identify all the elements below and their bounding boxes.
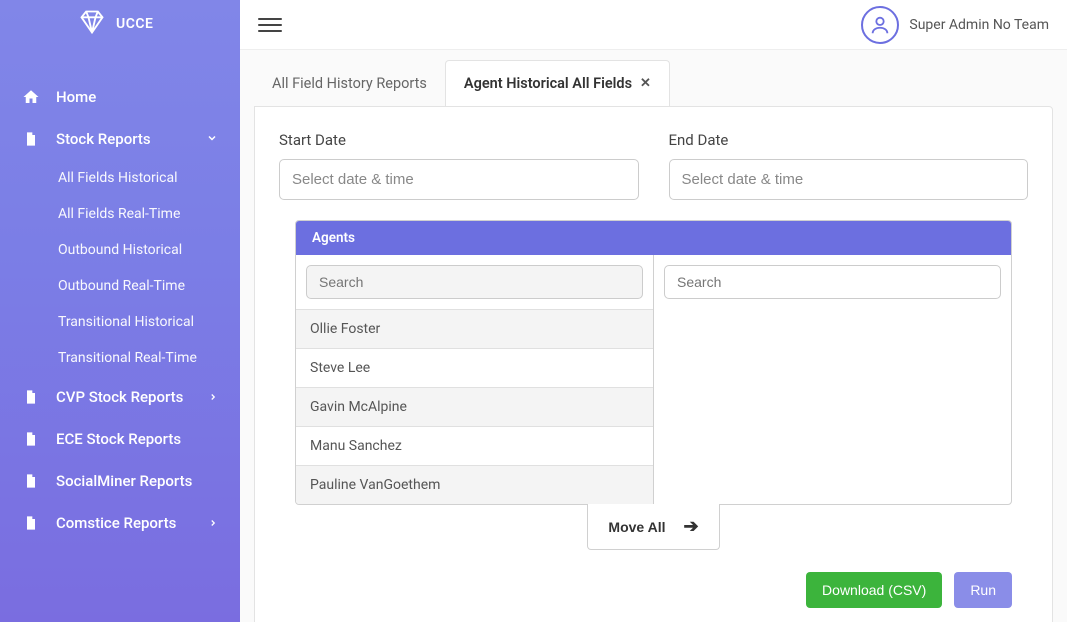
agent-row[interactable]: Manu Sanchez bbox=[296, 426, 653, 465]
sidebar-item-transitional-historical[interactable]: Transitional Historical bbox=[0, 304, 240, 340]
chevron-right-icon bbox=[208, 514, 218, 532]
content: All Field History Reports Agent Historic… bbox=[240, 50, 1067, 622]
agent-row[interactable]: Ollie Foster bbox=[296, 309, 653, 348]
topbar: Super Admin No Team bbox=[240, 0, 1067, 50]
sidebar-item-all-fields-historical[interactable]: All Fields Historical bbox=[0, 160, 240, 196]
report-panel: Start Date End Date Agents bbox=[254, 106, 1053, 622]
menu-toggle-icon[interactable] bbox=[258, 14, 282, 36]
agents-header: Agents bbox=[296, 221, 1011, 255]
nav-socialminer-reports[interactable]: SocialMiner Reports bbox=[0, 460, 240, 502]
nav-comstice-reports[interactable]: Comstice Reports bbox=[0, 502, 240, 544]
start-date-input[interactable] bbox=[279, 159, 639, 200]
file-icon bbox=[22, 472, 40, 490]
brand: UCCE bbox=[0, 0, 240, 58]
tabs: All Field History Reports Agent Historic… bbox=[254, 60, 1053, 106]
agent-row[interactable]: Gavin McAlpine bbox=[296, 387, 653, 426]
user-area[interactable]: Super Admin No Team bbox=[861, 6, 1049, 44]
file-icon bbox=[22, 430, 40, 448]
tab-label: Agent Historical All Fields bbox=[464, 75, 632, 92]
nav-home[interactable]: Home bbox=[0, 76, 240, 118]
agents-selected-search[interactable] bbox=[664, 265, 1001, 299]
brand-name: UCCE bbox=[116, 16, 153, 32]
close-icon[interactable]: ✕ bbox=[640, 76, 651, 91]
nav-cvp-reports[interactable]: CVP Stock Reports bbox=[0, 376, 240, 418]
agents-available-search[interactable] bbox=[306, 265, 643, 299]
nav-ece-label: ECE Stock Reports bbox=[56, 430, 181, 448]
diamond-icon bbox=[78, 8, 106, 40]
download-csv-button[interactable]: Download (CSV) bbox=[806, 572, 942, 608]
user-name: Super Admin No Team bbox=[909, 17, 1049, 33]
file-icon bbox=[22, 514, 40, 532]
nav-cvp-label: CVP Stock Reports bbox=[56, 388, 183, 406]
agents-available-list: Ollie Foster Steve Lee Gavin McAlpine Ma… bbox=[296, 309, 653, 504]
end-date-label: End Date bbox=[669, 131, 1029, 149]
agent-row[interactable]: Steve Lee bbox=[296, 348, 653, 387]
home-icon bbox=[22, 88, 40, 106]
file-icon bbox=[22, 388, 40, 406]
nav-home-label: Home bbox=[56, 88, 96, 106]
run-button[interactable]: Run bbox=[954, 572, 1012, 608]
agents-available: Ollie Foster Steve Lee Gavin McAlpine Ma… bbox=[296, 255, 654, 504]
nav-stock-reports[interactable]: Stock Reports bbox=[0, 118, 240, 160]
nav-comstice-label: Comstice Reports bbox=[56, 514, 176, 532]
nav-stock-reports-label: Stock Reports bbox=[56, 130, 151, 148]
move-all-label: Move All bbox=[608, 519, 665, 535]
tab-label: All Field History Reports bbox=[272, 75, 427, 92]
avatar-icon bbox=[861, 6, 899, 44]
start-date-label: Start Date bbox=[279, 131, 639, 149]
nav-ece-reports[interactable]: ECE Stock Reports bbox=[0, 418, 240, 460]
chevron-right-icon bbox=[208, 388, 218, 406]
agent-row[interactable]: Pauline VanGoethem bbox=[296, 465, 653, 504]
sidebar: UCCE Home Stock Reports All Fields Histo… bbox=[0, 0, 240, 622]
sidebar-item-outbound-realtime[interactable]: Outbound Real-Time bbox=[0, 268, 240, 304]
tab-all-field-history[interactable]: All Field History Reports bbox=[254, 60, 445, 106]
arrow-right-icon: ➔ bbox=[683, 516, 698, 537]
agents-selector: Agents Ollie Foster Steve Lee Gavin McAl… bbox=[295, 220, 1012, 505]
end-date-input[interactable] bbox=[669, 159, 1029, 200]
tab-agent-historical[interactable]: Agent Historical All Fields ✕ bbox=[445, 60, 670, 106]
move-all-button[interactable]: Move All ➔ bbox=[587, 504, 719, 550]
nav-socialminer-label: SocialMiner Reports bbox=[56, 472, 192, 490]
sidebar-item-outbound-historical[interactable]: Outbound Historical bbox=[0, 232, 240, 268]
nav: Home Stock Reports All Fields Historical… bbox=[0, 58, 240, 544]
sidebar-item-transitional-realtime[interactable]: Transitional Real-Time bbox=[0, 340, 240, 376]
chevron-down-icon bbox=[206, 130, 218, 148]
file-icon bbox=[22, 130, 40, 148]
agents-selected bbox=[654, 255, 1011, 504]
sidebar-item-all-fields-realtime[interactable]: All Fields Real-Time bbox=[0, 196, 240, 232]
main: Super Admin No Team All Field History Re… bbox=[240, 0, 1067, 622]
